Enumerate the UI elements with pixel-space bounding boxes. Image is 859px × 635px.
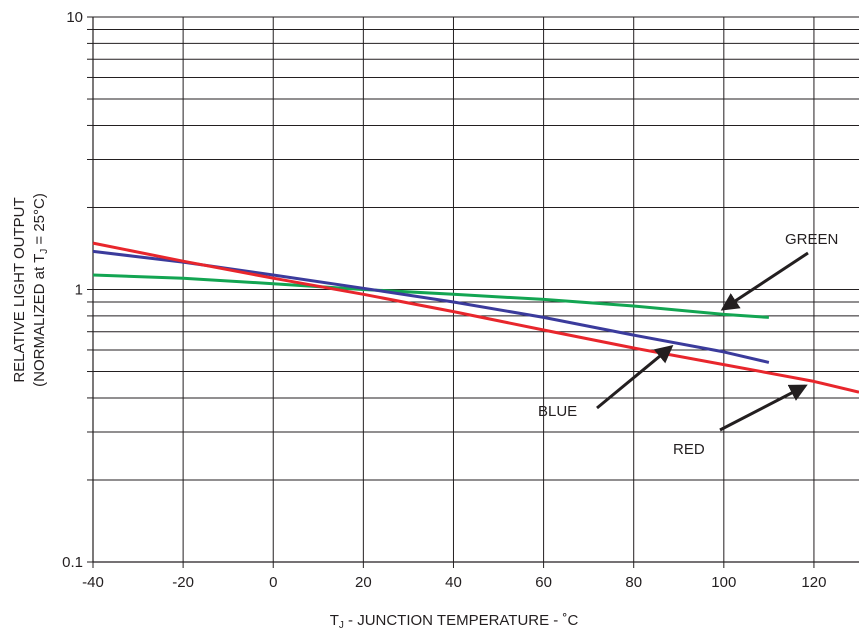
x-tick-label: 20 [355,574,372,591]
annotations-group: GREEN BLUE RED [538,231,838,458]
x-tick-label: -40 [82,574,104,591]
series-line-green [92,273,769,319]
y-axis-label-line1: RELATIVE LIGHT OUTPUT [11,197,28,382]
x-tick-label: 40 [445,574,462,591]
x-tick-label: 120 [801,574,826,591]
x-tick-label: 100 [711,574,736,591]
y-axis-label-line2: (NORMALIZED at TJ = 25°C) [31,193,50,387]
annotation-label-blue: BLUE [538,403,577,420]
y-tick-label: 0.1 [62,554,83,571]
annotation-arrow-blue [596,344,674,410]
grid [87,16,859,568]
x-tick-label: 60 [535,574,552,591]
x-tick-label: -20 [172,574,194,591]
annotation-arrow-red [719,384,808,432]
x-axis-label: TJ - JUNCTION TEMPERATURE - ˚C [330,612,579,631]
series-line-red [92,241,859,394]
x-tick-label: 0 [269,574,277,591]
annotation-arrow-green [720,251,809,311]
x-tick-label: 80 [625,574,642,591]
y-tick-label: 10 [66,9,83,26]
tick-labels: -40 -20 0 20 40 60 80 100 120 0.1 1 10 [62,9,826,591]
series-group [92,241,859,394]
y-tick-label: 1 [75,282,83,299]
annotation-label-red: RED [673,441,705,458]
annotation-label-green: GREEN [785,231,838,248]
